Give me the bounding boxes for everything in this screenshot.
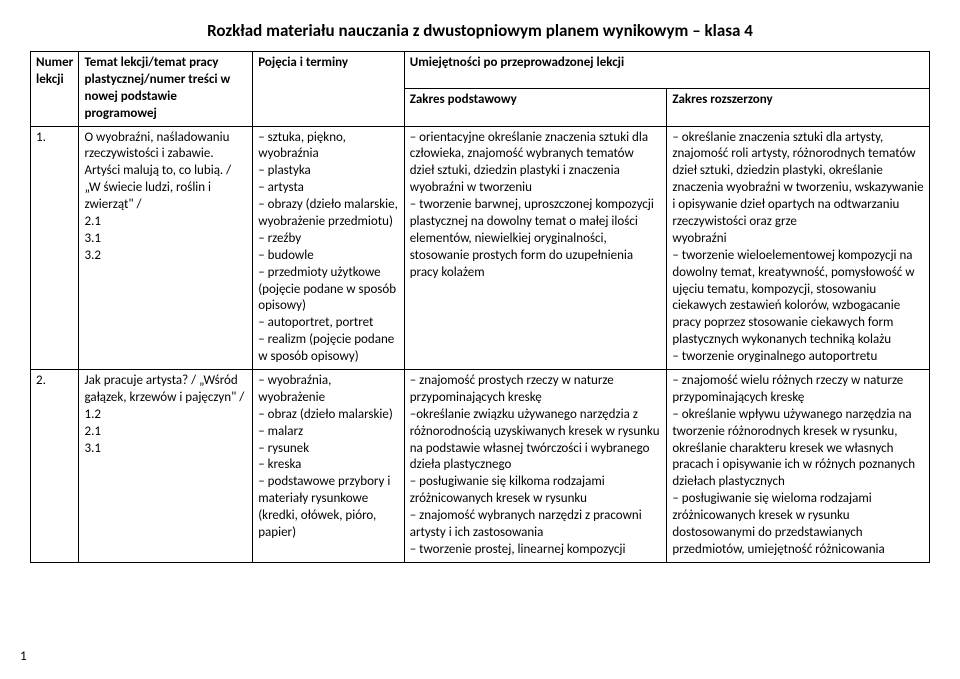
header-skills: Umiejętności po przeprowadzonej lekcji — [404, 52, 929, 89]
table-row: 2.Jak pracuje artysta? / „Wśród gałązek,… — [31, 370, 930, 563]
header-ext: Zakres rozszerzony — [667, 89, 930, 126]
header-terms: Pojęcia i terminy — [253, 52, 405, 127]
header-topic: Temat lekcji/temat pracy plastycznej/num… — [79, 52, 253, 127]
cell-ext: – określanie znaczenia sztuki dla artyst… — [667, 126, 930, 369]
cell-terms: – wyobraźnia, wyobrażenie – obraz (dzieł… — [253, 370, 405, 563]
cell-ext: – znajomość wielu różnych rzeczy w natur… — [667, 370, 930, 563]
page-title: Rozkład materiału nauczania z dwustopnio… — [30, 20, 930, 41]
cell-num: 2. — [31, 370, 79, 563]
cell-num: 1. — [31, 126, 79, 369]
page-number: 1 — [20, 649, 27, 664]
header-basic: Zakres podstawowy — [404, 89, 667, 126]
cell-basic: – orientacyjne określanie znaczenia sztu… — [404, 126, 667, 369]
header-row-1: Numer lekcji Temat lekcji/temat pracy pl… — [31, 52, 930, 89]
curriculum-table: Numer lekcji Temat lekcji/temat pracy pl… — [30, 51, 930, 563]
table-row: 1.O wyobraźni, naśladowaniu rzeczywistoś… — [31, 126, 930, 369]
header-num: Numer lekcji — [31, 52, 79, 127]
cell-topic: Jak pracuje artysta? / „Wśród gałązek, k… — [79, 370, 253, 563]
cell-topic: O wyobraźni, naśladowaniu rzeczywistości… — [79, 126, 253, 369]
cell-basic: – znajomość prostych rzeczy w naturze pr… — [404, 370, 667, 563]
cell-terms: – sztuka, piękno, wyobraźnia – plastyka … — [253, 126, 405, 369]
